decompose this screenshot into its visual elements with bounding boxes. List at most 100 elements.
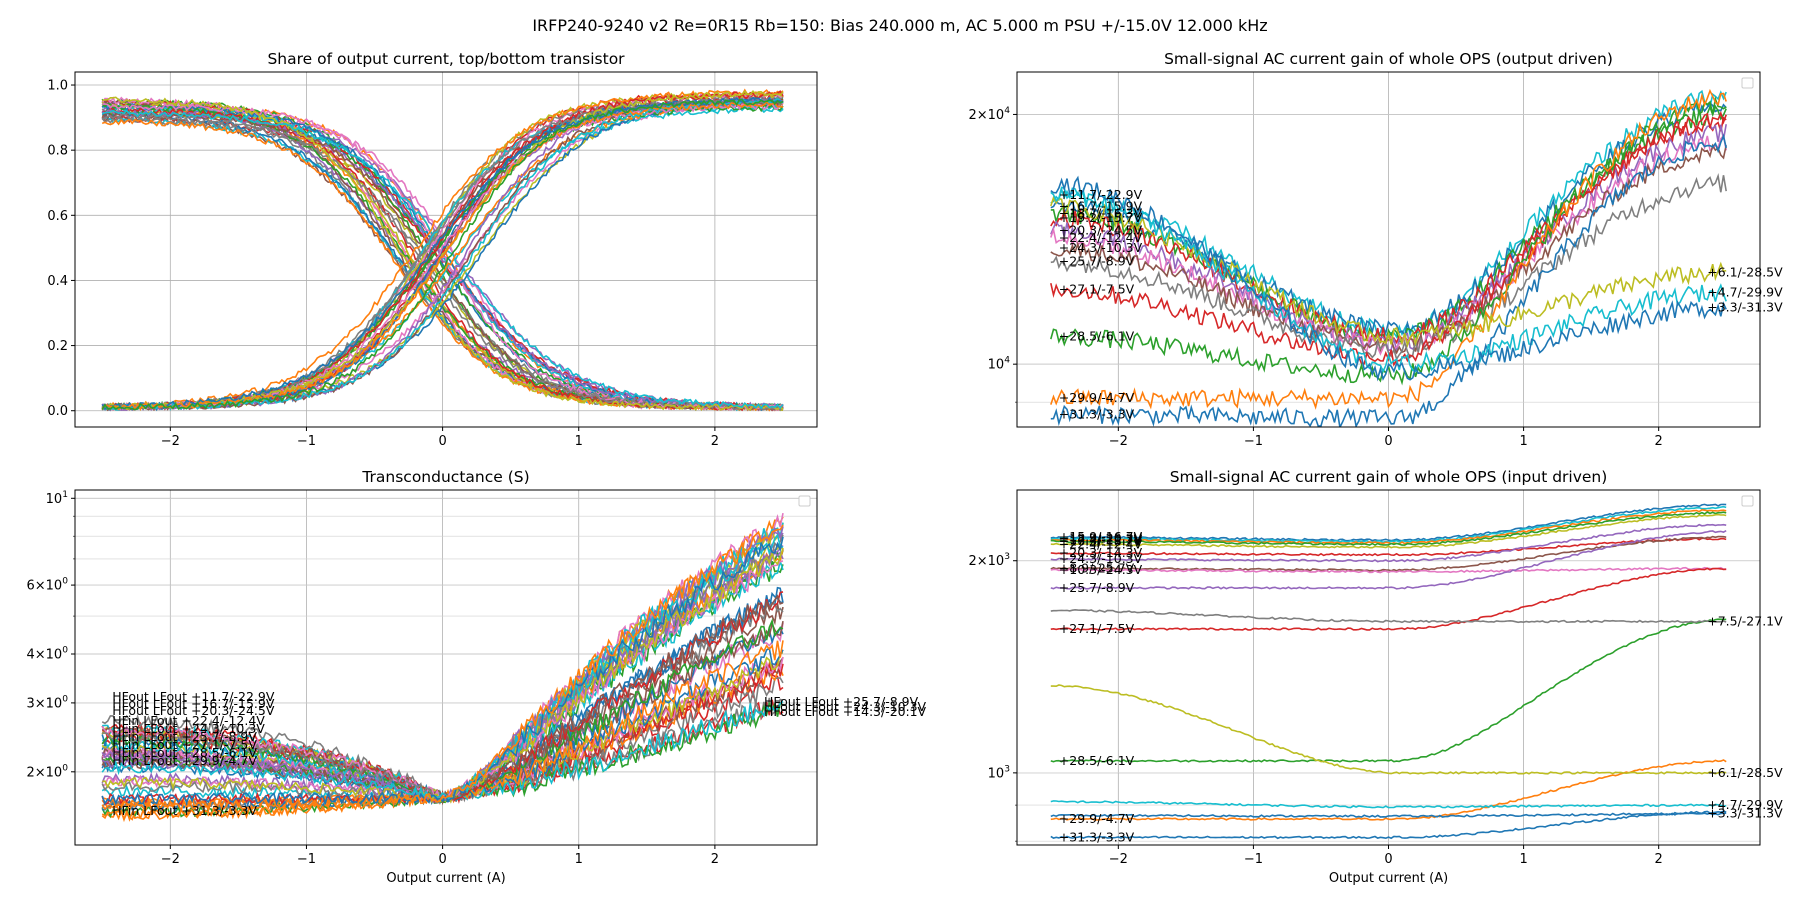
x-tick-label: 2 (711, 852, 719, 867)
subplot-title: Small-signal AC current gain of whole OP… (1164, 50, 1613, 68)
tick-label: 101 (46, 490, 68, 507)
series-annotation: HFout LFout +11.7/-22.9V (112, 689, 275, 704)
series-annotation: HFin LFout +25.7/-8.9V (112, 729, 257, 744)
series-annotation: +28.5/-6.1V (1059, 753, 1135, 768)
legend-box (1741, 77, 1754, 89)
series-line (1050, 513, 1727, 549)
x-tick-label: 1 (1519, 434, 1527, 449)
series-annotation: +24.3/-10.3V (1059, 240, 1143, 255)
series-annotation: +19.2/-15.7V (1059, 210, 1143, 225)
series-annotation: +8.9/-25.7V (1059, 560, 1135, 575)
x-tick-label: −2 (1109, 434, 1128, 449)
series-annotation: HFin LFout +31.3/-3.3V (112, 803, 257, 818)
series-annotation: +6.1/-28.5V (1707, 264, 1783, 279)
series-line (1050, 195, 1727, 349)
share-falling-line (101, 111, 784, 412)
series-annotation: +29.9/-4.7V (1059, 811, 1135, 826)
tick-label: 2×103 (968, 552, 1010, 569)
series-annotation: +20.3/-24.5V (1059, 222, 1143, 237)
series-annotation: +10.3/-24.3V (1059, 562, 1143, 577)
gm-line (101, 524, 784, 823)
series-annotation: HFout LFout +16.7/-15.9V (112, 696, 275, 711)
series-group (101, 88, 784, 412)
series-line (1050, 812, 1727, 818)
series-line (1050, 684, 1727, 775)
gain-output-driven-subplot: Small-signal AC current gain of whole OP… (968, 50, 1783, 449)
series-annotation: +15.9/-16.7V (1059, 529, 1143, 544)
series-line (1050, 172, 1727, 361)
x-tick-label: −1 (1244, 852, 1263, 867)
x-tick-label: 1 (1519, 852, 1527, 867)
x-tick-label: −1 (297, 434, 316, 449)
series-annotation: HFout LFout +20.3/-24.5V (112, 703, 275, 718)
series-annotation: +31.3/-3.3V (1059, 829, 1135, 844)
x-tick-label: 0 (1384, 434, 1392, 449)
x-tick-label: −2 (1109, 852, 1128, 867)
series-annotation: +4.7/-29.9V (1707, 285, 1783, 300)
x-tick-label: 0 (438, 852, 446, 867)
series-line (1050, 608, 1727, 624)
x-tick-label: 2 (711, 434, 719, 449)
tick-label: 0.4 (47, 274, 68, 289)
gm-line (101, 536, 784, 806)
share-falling-line (102, 96, 784, 412)
series-line (1050, 529, 1727, 590)
series-annotation: HFout LFout +24.3/-10.3V (764, 699, 927, 714)
series-annotation: +25.7/-8.9V (1059, 580, 1135, 595)
tick-label: 0.2 (47, 339, 68, 354)
x-tick-label: 1 (575, 434, 583, 449)
series-line (1050, 759, 1727, 821)
tick-label: 3×100 (26, 694, 68, 711)
tick-label: 104 (988, 356, 1011, 373)
gm-line (101, 533, 784, 801)
series-line (1050, 566, 1727, 574)
series-annotation: +16.7/-15.9V (1059, 198, 1143, 213)
share-rising-line (101, 100, 784, 411)
series-annotation: +18.9/-20.3V (1059, 531, 1143, 546)
share-subplot: Share of output current, top/bottom tran… (47, 50, 818, 449)
tick-label: 103 (988, 764, 1011, 781)
series-annotation: +18.7/-16.3V (1059, 205, 1143, 220)
axes-frame (74, 71, 818, 428)
tick-label: 0.8 (47, 144, 68, 159)
series-line (1050, 88, 1727, 410)
series-annotation: +25.7/-8.9V (1059, 253, 1135, 268)
share-rising-line (101, 102, 784, 411)
series-annotation: +28.5/-6.1V (1059, 328, 1135, 343)
series-annotation: +3.3/-31.3V (1707, 300, 1783, 315)
series-annotation: HFin LFout +24.3/-10.3V (112, 721, 265, 736)
series-annotation: +11.7/-22.9V (1059, 187, 1143, 202)
share-rising-line (101, 96, 784, 411)
subplot-title: Small-signal AC current gain of whole OP… (1170, 468, 1608, 486)
x-tick-label: −1 (1244, 434, 1263, 449)
figure-suptitle: IRFP240-9240 v2 Re=0R15 Rb=150: Bias 240… (532, 16, 1267, 35)
tick-label: 2×100 (26, 763, 68, 780)
series-line (1050, 133, 1727, 427)
series-annotation: +3.3/-31.3V (1707, 806, 1783, 821)
x-tick-label: 1 (575, 852, 583, 867)
series-annotation: HFin LFout +29.9/-4.7V (112, 753, 257, 768)
legend-box (1741, 495, 1754, 507)
series-line (1050, 175, 1727, 382)
gm-line (101, 594, 784, 806)
tick-label: 1.0 (47, 79, 68, 94)
tick-label: 6×100 (26, 577, 68, 594)
share-rising-line (101, 98, 784, 411)
series-annotation: +31.3/-3.3V (1059, 406, 1135, 421)
series-annotation: +6.1/-28.5V (1707, 765, 1783, 780)
series-line (1050, 567, 1727, 631)
series-annotation: +22.4/-12.4V (1059, 536, 1143, 551)
series-line (1050, 511, 1727, 546)
series-annotation: HFin LFout +22.4/-12.4V (112, 713, 265, 728)
share-falling-line (101, 96, 784, 412)
series-line (1050, 535, 1727, 572)
series-line (1050, 186, 1727, 374)
series-annotation: +7.5/-27.1V (1707, 613, 1783, 628)
series-annotation: HFin LFout +28.5/-6.1V (112, 745, 257, 760)
series-annotation: +16.3/-18.7V (1059, 533, 1143, 548)
axes-frame (74, 489, 818, 846)
tick-label: 2×104 (968, 106, 1010, 123)
series-line (1050, 618, 1727, 763)
x-axis-label: Output current (A) (1329, 871, 1448, 886)
